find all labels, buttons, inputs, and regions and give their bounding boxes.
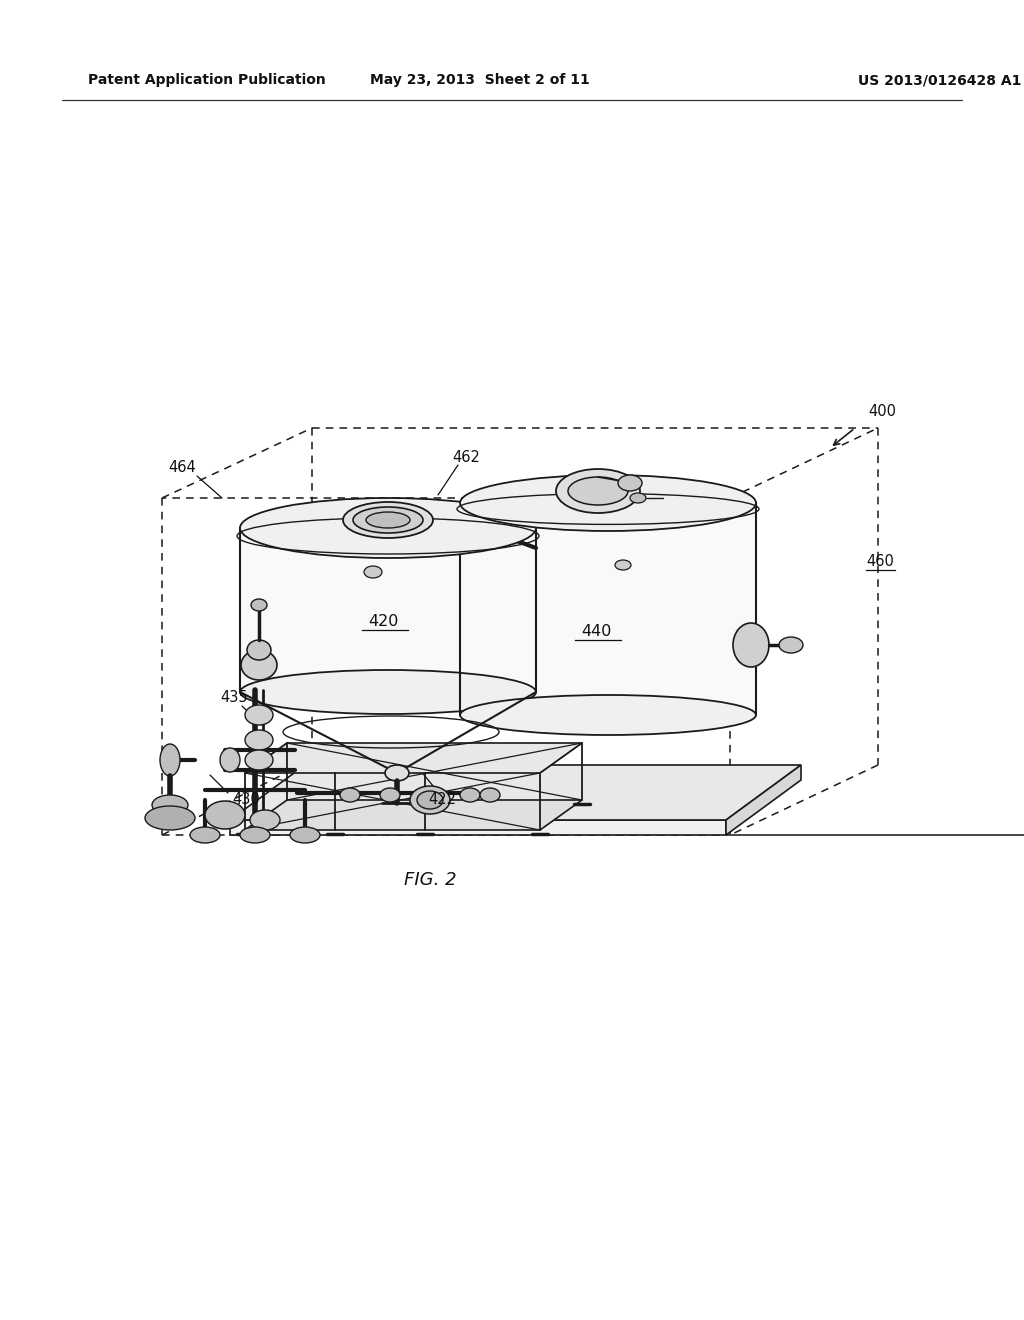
Ellipse shape [615, 560, 631, 570]
Ellipse shape [420, 788, 440, 803]
Ellipse shape [340, 788, 360, 803]
Text: May 23, 2013  Sheet 2 of 11: May 23, 2013 Sheet 2 of 11 [370, 73, 590, 87]
Ellipse shape [410, 785, 450, 814]
Polygon shape [245, 743, 582, 774]
Text: 420: 420 [368, 615, 398, 630]
Ellipse shape [779, 638, 803, 653]
Ellipse shape [245, 730, 273, 750]
Text: Patent Application Publication: Patent Application Publication [88, 73, 326, 87]
Text: 440: 440 [581, 624, 611, 639]
Ellipse shape [145, 807, 195, 830]
Ellipse shape [380, 788, 400, 803]
Ellipse shape [245, 705, 273, 725]
Text: 400: 400 [868, 404, 896, 420]
Ellipse shape [290, 828, 319, 843]
Polygon shape [230, 766, 801, 820]
Text: 460: 460 [866, 554, 894, 569]
Ellipse shape [160, 744, 180, 776]
Ellipse shape [460, 475, 756, 531]
Ellipse shape [733, 623, 769, 667]
Ellipse shape [480, 788, 500, 803]
Ellipse shape [460, 788, 480, 803]
Text: 464: 464 [168, 461, 196, 475]
Polygon shape [460, 503, 756, 715]
Ellipse shape [250, 810, 280, 830]
Text: 435: 435 [220, 690, 248, 705]
Polygon shape [230, 820, 726, 836]
Ellipse shape [247, 640, 271, 660]
Text: 462: 462 [452, 450, 480, 465]
Ellipse shape [568, 477, 628, 506]
Ellipse shape [385, 766, 409, 781]
Text: 422: 422 [428, 792, 456, 808]
Polygon shape [240, 528, 536, 692]
Ellipse shape [152, 795, 188, 814]
Ellipse shape [251, 599, 267, 611]
Ellipse shape [353, 507, 423, 533]
Ellipse shape [240, 671, 536, 714]
Text: 430: 430 [232, 792, 260, 808]
Ellipse shape [220, 748, 240, 772]
Ellipse shape [245, 750, 273, 770]
Ellipse shape [364, 566, 382, 578]
Polygon shape [245, 800, 582, 830]
Ellipse shape [241, 649, 278, 680]
Ellipse shape [343, 502, 433, 539]
Ellipse shape [240, 498, 536, 558]
Ellipse shape [366, 512, 410, 528]
Ellipse shape [630, 492, 646, 503]
Ellipse shape [205, 801, 245, 829]
Ellipse shape [618, 475, 642, 491]
Ellipse shape [460, 696, 756, 735]
Polygon shape [726, 766, 801, 836]
Ellipse shape [240, 828, 270, 843]
Text: FIG. 2: FIG. 2 [403, 871, 457, 888]
Ellipse shape [417, 791, 443, 809]
Ellipse shape [190, 828, 220, 843]
Text: US 2013/0126428 A1: US 2013/0126428 A1 [858, 73, 1022, 87]
Ellipse shape [556, 469, 640, 513]
